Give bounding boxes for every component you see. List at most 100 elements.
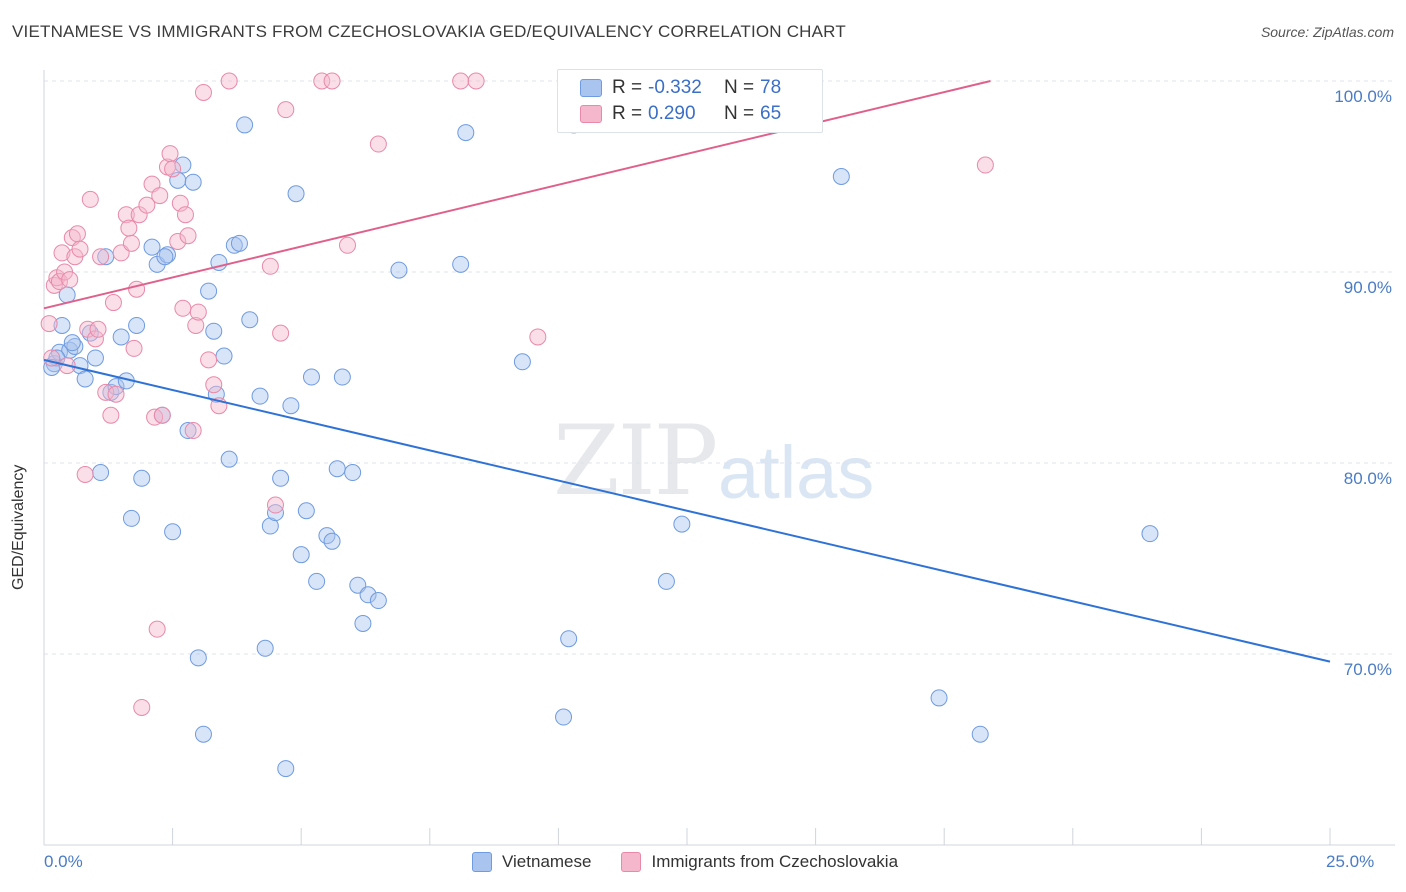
data-point-vietnamese <box>287 185 305 203</box>
blue-swatch <box>580 79 602 97</box>
data-point-czechoslovakia <box>153 406 171 424</box>
data-point-vietnamese <box>53 316 71 334</box>
data-point-czechoslovakia <box>125 339 143 357</box>
data-point-czechoslovakia <box>151 187 169 205</box>
data-point-czechoslovakia <box>338 236 356 254</box>
legend-row-czechoslovakia: R = 0.290 N = 65 <box>580 102 781 126</box>
data-point-czechoslovakia <box>122 234 140 252</box>
data-point-vietnamese <box>832 168 850 185</box>
data-point-vietnamese <box>236 116 254 134</box>
data-point-vietnamese <box>513 353 531 371</box>
data-point-vietnamese <box>194 725 212 743</box>
data-point-vietnamese <box>215 347 233 365</box>
data-point-vietnamese <box>200 282 218 300</box>
pink-swatch <box>621 852 642 872</box>
data-point-czechoslovakia <box>53 244 71 262</box>
y-tick-label: 80.0% <box>1343 469 1392 488</box>
data-point-czechoslovakia <box>161 145 179 163</box>
data-point-czechoslovakia <box>104 294 122 312</box>
data-point-czechoslovakia <box>89 320 107 338</box>
pink-swatch <box>580 105 602 123</box>
data-point-czechoslovakia <box>81 190 99 208</box>
source-credit: Source: ZipAtlas.com <box>1260 24 1394 40</box>
data-point-vietnamese <box>333 368 351 386</box>
data-point-czechoslovakia <box>323 72 341 90</box>
data-point-czechoslovakia <box>164 160 182 178</box>
data-point-czechoslovakia <box>194 83 212 101</box>
data-point-czechoslovakia <box>120 219 138 237</box>
data-point-vietnamese <box>184 173 202 191</box>
data-point-czechoslovakia <box>205 376 223 394</box>
data-point-czechoslovakia <box>50 273 68 291</box>
data-point-czechoslovakia <box>266 496 284 514</box>
n-value: 65 <box>760 103 782 124</box>
data-point-vietnamese <box>328 460 346 478</box>
trend-line-vietnamese <box>43 358 1331 663</box>
data-point-czechoslovakia <box>117 206 135 224</box>
data-point-vietnamese <box>555 708 573 726</box>
data-point-vietnamese <box>241 311 259 329</box>
x-tick-label: 25.0% <box>1326 852 1375 871</box>
data-point-vietnamese <box>297 502 315 520</box>
data-point-vietnamese <box>457 124 475 142</box>
data-point-vietnamese <box>282 397 300 415</box>
data-point-vietnamese <box>657 572 675 590</box>
data-point-czechoslovakia <box>102 406 120 424</box>
data-point-vietnamese <box>128 316 146 334</box>
y-tick-label: 70.0% <box>1343 660 1392 679</box>
data-point-vietnamese <box>390 261 408 279</box>
data-point-vietnamese <box>256 639 274 657</box>
r-value: 0.290 <box>648 103 696 124</box>
data-point-vietnamese <box>272 469 290 487</box>
data-point-vietnamese <box>452 255 470 273</box>
y-tick-label: 100.0% <box>1334 87 1392 106</box>
legend-label: Vietnamese <box>502 852 592 871</box>
legend-row-vietnamese: R = -0.332 N = 78 <box>580 76 781 100</box>
data-point-vietnamese <box>971 725 989 743</box>
data-point-czechoslovakia <box>976 156 994 174</box>
data-point-vietnamese <box>92 464 110 482</box>
data-point-czechoslovakia <box>277 101 295 119</box>
data-point-vietnamese <box>673 515 691 533</box>
data-point-vietnamese <box>205 322 223 340</box>
data-point-vietnamese <box>251 387 269 405</box>
data-point-czechoslovakia <box>467 72 485 90</box>
legend-item-vietnamese[interactable]: Vietnamese <box>472 852 591 872</box>
data-point-czechoslovakia <box>76 465 94 483</box>
data-point-czechoslovakia <box>184 422 202 440</box>
data-point-czechoslovakia <box>128 280 146 298</box>
data-point-vietnamese <box>63 334 81 352</box>
data-point-czechoslovakia <box>189 303 207 321</box>
data-point-czechoslovakia <box>97 383 115 401</box>
data-point-czechoslovakia <box>107 385 125 403</box>
r-label: R = <box>612 77 643 98</box>
data-point-czechoslovakia <box>174 299 192 317</box>
legend-label: Immigrants from Czechoslovakia <box>651 852 899 871</box>
data-point-vietnamese <box>112 328 130 346</box>
data-point-vietnamese <box>344 464 362 482</box>
n-label: N = <box>724 77 755 98</box>
data-point-vietnamese <box>359 586 377 604</box>
data-point-vietnamese <box>354 614 372 632</box>
data-point-vietnamese <box>189 649 207 667</box>
data-point-czechoslovakia <box>169 232 187 250</box>
data-point-czechoslovakia <box>71 240 89 258</box>
data-point-vietnamese <box>122 509 140 527</box>
data-point-vietnamese <box>220 450 238 468</box>
data-point-vietnamese <box>179 422 197 440</box>
n-value: 78 <box>760 77 782 98</box>
data-point-vietnamese <box>308 572 326 590</box>
data-point-czechoslovakia <box>261 257 279 275</box>
data-point-czechoslovakia <box>313 72 331 90</box>
r-label: R = <box>612 103 643 124</box>
data-point-czechoslovakia <box>369 135 387 153</box>
data-point-czechoslovakia <box>138 196 156 214</box>
data-point-czechoslovakia <box>452 72 470 90</box>
stats-legend: R = -0.332 N = 78 R = 0.290 N = 65 <box>557 69 823 133</box>
data-point-vietnamese <box>156 248 174 266</box>
y-tick-label: 90.0% <box>1343 278 1392 297</box>
y-axis-label: GED/Equivalency <box>10 464 27 590</box>
legend-item-czechoslovakia[interactable]: Immigrants from Czechoslovakia <box>621 852 898 872</box>
data-point-vietnamese <box>323 532 341 550</box>
data-point-vietnamese <box>76 370 94 388</box>
